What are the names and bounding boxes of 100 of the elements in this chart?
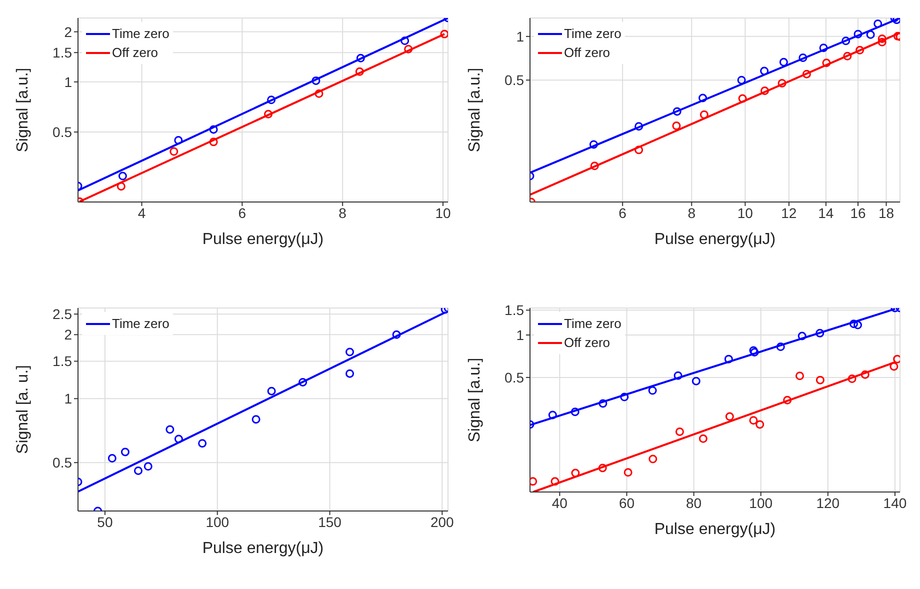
y-tick-label: 1 — [516, 28, 524, 44]
point — [749, 346, 758, 355]
point — [120, 448, 130, 456]
point — [314, 89, 324, 98]
x-tick-label: 40 — [552, 494, 568, 511]
point — [356, 54, 365, 62]
point — [776, 342, 785, 352]
point — [267, 96, 276, 104]
legend-label: Off zero — [564, 44, 610, 62]
x-tick-label: 10 — [737, 204, 754, 221]
point — [134, 466, 142, 475]
x-tick-label: 120 — [816, 494, 840, 511]
legend-label: Time zero — [112, 25, 170, 43]
y-axis-title: Signal [a.u.] — [466, 68, 484, 152]
point — [598, 464, 607, 472]
point — [118, 172, 127, 180]
x-tick-label: 16 — [850, 204, 866, 221]
point — [798, 332, 806, 340]
x-tick-label: 200 — [430, 514, 454, 530]
point — [648, 386, 657, 395]
point — [170, 147, 178, 156]
point — [750, 348, 759, 357]
point — [848, 374, 856, 384]
x-axis-title: Pulse energy(μJ) — [202, 231, 324, 248]
point — [624, 468, 632, 477]
point — [264, 110, 273, 118]
point — [404, 44, 413, 54]
x-tick-label: 50 — [97, 514, 113, 530]
x-axis-title: Pulse energy(μJ) — [654, 231, 776, 248]
x-tick-label: 150 — [318, 514, 342, 530]
point — [298, 378, 308, 386]
x-axis-title: Pulse energy(μJ) — [202, 540, 324, 557]
point — [620, 392, 629, 402]
y-axis-title: Signal [a.u.] — [466, 358, 484, 442]
y-axis-title: Signal [a.u.] — [14, 68, 32, 152]
point — [166, 425, 174, 434]
x-tick-label: 6 — [238, 204, 246, 221]
point — [144, 462, 152, 471]
y-tick-label: 2 — [64, 24, 72, 40]
point — [209, 138, 218, 146]
y-tick-label: 2.5 — [52, 306, 72, 322]
point — [548, 410, 557, 420]
x-tick-label: 18 — [878, 204, 894, 221]
x-tick-label: 6 — [618, 204, 627, 221]
x-tick-label: 80 — [686, 494, 702, 511]
legend-label: Off zero — [112, 44, 158, 62]
x-tick-label: 8 — [688, 204, 696, 221]
x-tick-label: 12 — [781, 204, 797, 221]
y-tick-label: 1.5 — [52, 353, 72, 370]
x-tick-label: 100 — [749, 494, 773, 511]
point — [174, 136, 183, 145]
point — [346, 348, 354, 356]
x-tick-label: 10 — [435, 204, 451, 221]
point — [267, 386, 276, 396]
point — [392, 330, 401, 339]
point — [854, 320, 862, 330]
x-tick-label: 100 — [206, 514, 230, 530]
point — [355, 67, 364, 76]
point — [598, 399, 608, 408]
legend-label: Time zero — [564, 25, 622, 43]
point — [674, 371, 682, 380]
y-tick-label: 2 — [64, 326, 72, 343]
y-tick-label: 1.5 — [52, 44, 72, 61]
y-tick-label: 1 — [64, 74, 72, 90]
point — [698, 434, 708, 443]
point — [570, 408, 580, 416]
x-tick-label: 140 — [883, 494, 907, 511]
y-tick-label: 0.5 — [52, 454, 72, 471]
point — [692, 376, 700, 386]
point — [252, 415, 260, 424]
y-tick-label: 1 — [64, 390, 72, 407]
y-tick-label: 0.5 — [52, 124, 72, 140]
point — [816, 328, 824, 338]
point — [675, 427, 684, 436]
point — [756, 420, 764, 429]
point — [849, 320, 858, 328]
y-tick-label: 1.5 — [504, 302, 524, 318]
point — [816, 376, 824, 384]
point — [890, 362, 898, 371]
y-tick-label: 0.5 — [504, 72, 524, 88]
point — [530, 477, 538, 486]
x-tick-label: 8 — [338, 204, 347, 221]
point — [440, 30, 448, 38]
point — [860, 370, 870, 379]
x-tick-label: 60 — [618, 494, 635, 511]
legend-label: Off zero — [564, 334, 610, 352]
y-axis-title: Signal [a. u.] — [14, 365, 32, 454]
point — [116, 182, 126, 191]
point — [174, 434, 183, 444]
point — [795, 372, 804, 380]
point — [724, 354, 733, 364]
x-axis-title: Pulse energy(μJ) — [654, 521, 776, 538]
point — [648, 454, 658, 464]
x-tick-label: 14 — [818, 204, 834, 221]
point — [571, 468, 580, 478]
point — [198, 439, 207, 448]
point — [550, 477, 560, 486]
legend-label: Time zero — [112, 315, 170, 333]
point — [749, 416, 758, 425]
point — [346, 369, 354, 378]
